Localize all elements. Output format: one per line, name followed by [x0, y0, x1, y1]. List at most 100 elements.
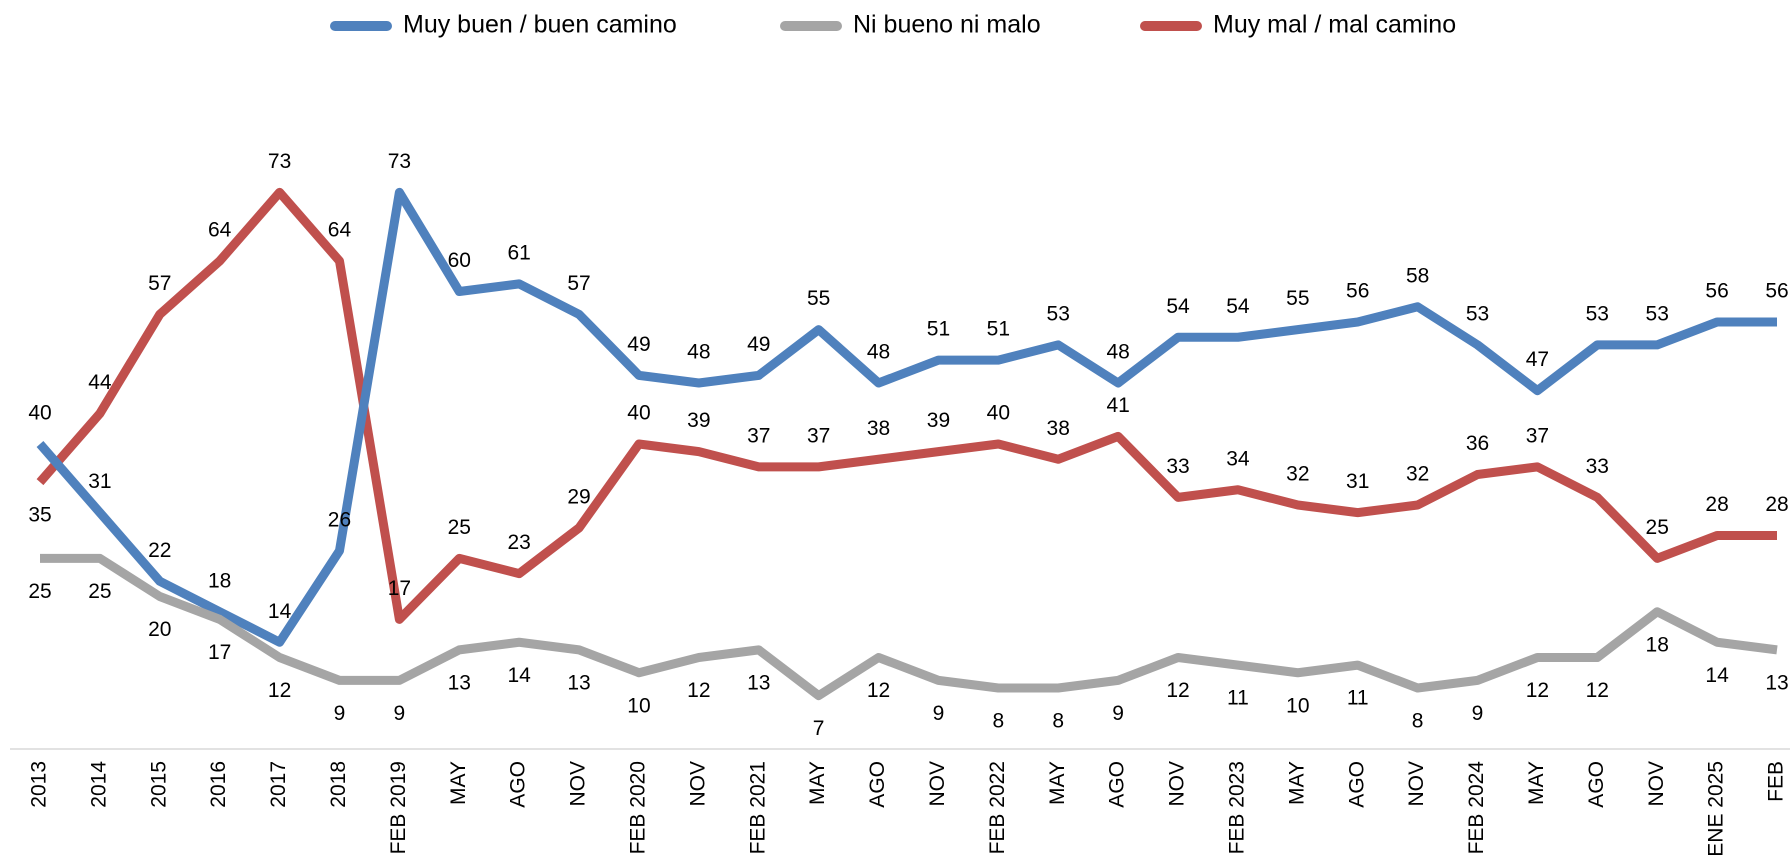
data-label: 38: [1047, 417, 1070, 440]
data-label: 35: [28, 504, 51, 527]
data-label: 11: [1227, 687, 1249, 710]
data-label: 56: [1705, 280, 1728, 303]
data-label: 8: [993, 710, 1005, 733]
data-label: 25: [28, 580, 51, 603]
data-label: 18: [208, 569, 231, 592]
data-label: 20: [148, 618, 171, 641]
data-label: 48: [867, 341, 890, 364]
data-label: 31: [88, 470, 111, 493]
series-line: [36, 187, 1777, 624]
data-label: 34: [1226, 447, 1250, 470]
data-label: 40: [987, 402, 1010, 425]
data-label: 10: [627, 694, 650, 717]
data-label: 33: [1586, 455, 1609, 478]
data-label: 9: [394, 702, 406, 725]
legend-label: Ni bueno ni malo: [853, 11, 1041, 39]
data-label: 25: [88, 580, 111, 603]
x-tick-label: FEB 2024: [1465, 761, 1488, 855]
data-label: 37: [1526, 424, 1549, 447]
legend-label: Muy buen / buen camino: [403, 11, 677, 39]
data-label: 64: [208, 219, 232, 242]
data-label: 37: [807, 424, 830, 447]
data-label: 61: [507, 241, 530, 264]
data-label: 9: [933, 702, 945, 725]
series-line: [36, 187, 1777, 647]
x-tick-label: FEB 2023: [1225, 761, 1248, 854]
data-label: 28: [1765, 493, 1788, 516]
data-label: 56: [1346, 280, 1369, 303]
data-label: 9: [1112, 702, 1124, 725]
data-label: 12: [1526, 679, 1549, 702]
data-label: 12: [1586, 679, 1609, 702]
x-tick-label: MAY: [1285, 761, 1308, 805]
x-tick-label: MAY: [1046, 761, 1069, 805]
data-label: 33: [1166, 455, 1189, 478]
x-tick-label: FEB 2021: [746, 761, 769, 854]
data-label: 73: [388, 150, 411, 173]
data-label: 53: [1646, 302, 1669, 325]
data-label: 7: [813, 717, 825, 740]
data-label: 26: [328, 508, 351, 531]
x-tick-label: NOV: [1166, 761, 1189, 807]
data-label: 12: [268, 679, 291, 702]
data-label: 13: [448, 671, 471, 694]
data-label: 56: [1765, 280, 1788, 303]
x-tick-label: 2014: [87, 761, 110, 808]
data-label: 23: [507, 531, 530, 554]
data-label: 49: [747, 333, 770, 356]
data-label: 13: [567, 671, 590, 694]
x-tick-label: MAY: [806, 761, 829, 805]
data-label: 55: [807, 287, 830, 310]
x-tick-label: ENE 2025: [1705, 761, 1728, 857]
x-tick-label: AGO: [866, 761, 889, 808]
data-label: 38: [867, 417, 890, 440]
data-label: 9: [334, 702, 346, 725]
x-tick-label: NOV: [1645, 761, 1668, 807]
data-label: 14: [268, 600, 292, 623]
data-label: 47: [1526, 348, 1549, 371]
series-line: [40, 553, 1778, 701]
data-label: 14: [1705, 664, 1729, 687]
data-label: 55: [1286, 287, 1309, 310]
data-label: 41: [1106, 394, 1129, 417]
data-label: 73: [268, 150, 291, 173]
x-tick-label: 2016: [207, 761, 230, 808]
x-tick-label: NOV: [567, 761, 590, 807]
data-label: 8: [1412, 710, 1424, 733]
x-tick-label: FEB 2020: [627, 761, 650, 854]
data-label: 12: [1166, 679, 1189, 702]
data-label: 51: [927, 318, 950, 341]
data-label: 8: [1052, 710, 1064, 733]
data-label: 10: [1286, 694, 1309, 717]
x-tick-label: MAY: [447, 761, 470, 805]
data-label: 31: [1346, 470, 1369, 493]
x-tick-label: FEB 2019: [387, 761, 410, 854]
data-label: 37: [747, 424, 770, 447]
data-label: 44: [88, 371, 112, 394]
data-label: 57: [567, 272, 590, 295]
data-label: 39: [687, 409, 710, 432]
x-tick-label: AGO: [1585, 761, 1608, 808]
data-label: 53: [1586, 302, 1609, 325]
x-tick-label: FEB 2022: [986, 761, 1009, 854]
data-label: 11: [1347, 687, 1369, 710]
x-tick-label: MAY: [1525, 761, 1548, 805]
data-label: 17: [208, 641, 231, 664]
data-label: 17: [388, 577, 411, 600]
x-tick-label: AGO: [1345, 761, 1368, 808]
x-tick-label: 2018: [327, 761, 350, 808]
data-label: 28: [1705, 493, 1728, 516]
data-label: 57: [148, 272, 171, 295]
data-label: 53: [1466, 302, 1489, 325]
data-label: 18: [1646, 633, 1669, 656]
data-label: 39: [927, 409, 950, 432]
data-label: 60: [448, 249, 471, 272]
data-label: 32: [1406, 463, 1429, 486]
x-tick-label: AGO: [507, 761, 530, 808]
data-label: 54: [1166, 295, 1190, 318]
data-label: 32: [1286, 463, 1309, 486]
data-label: 58: [1406, 264, 1429, 287]
data-label: 40: [627, 402, 650, 425]
data-label: 13: [747, 671, 770, 694]
x-tick-label: NOV: [686, 761, 709, 807]
